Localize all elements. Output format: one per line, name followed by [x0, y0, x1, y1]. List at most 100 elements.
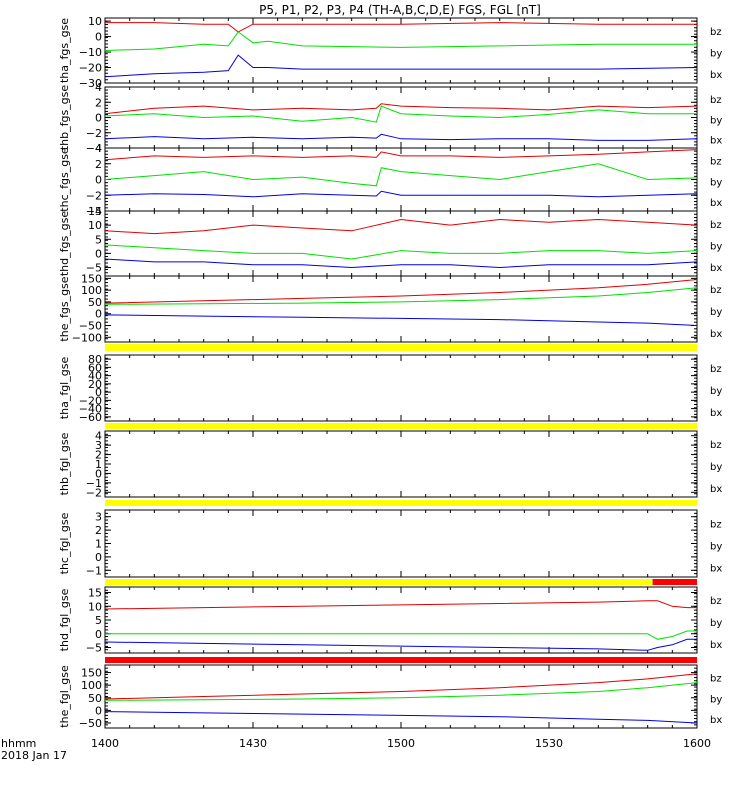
series-line-bz — [104, 279, 698, 304]
legend-bz: bz — [710, 27, 722, 38]
legend-bx: bx — [710, 198, 722, 209]
panel-thc_fgs_gse: 4 2 0 −2 −4 thc_fgs_gse bz by bx — [58, 142, 722, 218]
series-line-by — [104, 287, 698, 305]
y-tick-label: −10 — [79, 46, 102, 59]
legend-bz: bz — [710, 519, 722, 530]
y-axis-label: thb_fgs_gse — [58, 85, 71, 151]
panel-frame — [104, 509, 698, 578]
x-axis: hhmm 2018 Jan 17 1400 1430 1500 1530 1600 — [1, 737, 711, 762]
flag-bar-yellow — [105, 344, 697, 351]
y-tick-label: 0 — [95, 467, 102, 480]
panel-thb_fgs_gse: 4 2 0 −2 −4 thb_fgs_gse bz by bx — [58, 81, 722, 155]
y-tick-label: −20 — [79, 394, 102, 407]
legend-bx: bx — [710, 640, 722, 651]
y-tick-label: −30 — [79, 77, 102, 90]
y-tick-label: −40 — [79, 403, 102, 416]
y-tick-label: 2 — [95, 524, 102, 537]
x-tick-label: 1500 — [387, 737, 415, 750]
y-tick-label: 2 — [95, 158, 102, 171]
flag-bar-yellow — [105, 500, 697, 506]
y-axis-label: the_fgl_gse — [58, 665, 71, 728]
y-tick-label: −50 — [79, 320, 102, 333]
y-tick-label: 0 — [95, 174, 102, 187]
legend-bx: bx — [710, 70, 722, 81]
y-tick-label: −5 — [86, 262, 102, 275]
panel-frame — [104, 430, 698, 498]
y-axis-label: thd_fgs_gse — [58, 211, 71, 277]
series-line-bx — [104, 314, 698, 326]
panel-tha_fgs_gse: 10 0 −10 −20 −30 tha_fgs_gse bz by bx — [58, 15, 722, 90]
y-tick-label: 150 — [81, 667, 102, 680]
y-tick-label: 60 — [88, 361, 102, 374]
x-tick-label: 1430 — [239, 737, 267, 750]
y-tick-label: −2 — [86, 127, 102, 140]
series-line-bz — [104, 103, 698, 115]
y-tick-label: 4 — [95, 81, 102, 94]
y-tick-label: 20 — [88, 378, 102, 391]
y-tick-label: −2 — [86, 189, 102, 202]
y-tick-label: 80 — [88, 353, 102, 366]
y-tick-label: 4 — [95, 142, 102, 155]
series-line-bx — [104, 258, 698, 269]
y-axis-label: the_fgs_gse — [58, 276, 71, 341]
x-tick-label: 1530 — [535, 737, 563, 750]
y-tick-label: 0 — [95, 704, 102, 717]
legend-bz: bz — [710, 364, 722, 375]
x-tick-label: 1600 — [683, 737, 711, 750]
y-tick-label: 10 — [88, 600, 102, 613]
y-tick-label: −4 — [86, 205, 102, 218]
y-tick-label: −50 — [79, 717, 102, 730]
y-tick-label: −100 — [72, 331, 102, 344]
x-axis-date: 2018 Jan 17 — [1, 749, 67, 762]
series-line-by — [104, 244, 698, 260]
y-axis-label: thb_fgl_gse — [58, 432, 71, 495]
series-line-by — [104, 163, 698, 187]
legend-bx: bx — [710, 263, 722, 274]
series-line-bz — [104, 600, 697, 610]
flag-bar-group — [105, 344, 697, 663]
y-tick-label: −1 — [86, 477, 102, 490]
y-tick-label: 2 — [95, 96, 102, 109]
y-tick-label: 10 — [88, 219, 102, 232]
legend-bx: bx — [710, 408, 722, 419]
flag-bar-red — [105, 657, 697, 663]
y-tick-label: 0 — [95, 386, 102, 399]
y-tick-label: 0 — [95, 551, 102, 564]
y-axis-label: thd_fgl_gse — [58, 588, 71, 651]
series-line-bz — [104, 673, 698, 700]
legend-by: by — [710, 386, 722, 397]
y-tick-label: −4 — [86, 142, 102, 155]
legend-by: by — [710, 241, 722, 252]
panel-frame — [104, 210, 698, 277]
y-tick-label: 3 — [95, 511, 102, 524]
y-tick-label: 5 — [95, 614, 102, 627]
flag-bar-yellow — [105, 579, 653, 585]
y-tick-label: −2 — [86, 486, 102, 499]
series-line-by — [104, 105, 697, 123]
series-line-bx — [104, 190, 698, 198]
series-line-bx — [104, 711, 698, 724]
legend-by: by — [710, 694, 722, 705]
y-tick-label: 2 — [95, 449, 102, 462]
y-tick-label: −20 — [79, 62, 102, 75]
y-tick-label: 100 — [81, 284, 102, 297]
y-tick-label: 150 — [81, 272, 102, 285]
flag-bar-red — [652, 579, 697, 585]
y-axis-label: tha_fgl_gse — [58, 357, 71, 420]
y-tick-label: 0 — [95, 308, 102, 321]
y-tick-label: 0 — [95, 31, 102, 44]
x-tick-label: 1400 — [91, 737, 119, 750]
y-tick-label: 100 — [81, 679, 102, 692]
legend-by: by — [710, 48, 722, 59]
series-line-by — [104, 682, 698, 701]
panel-frame — [104, 354, 698, 422]
series-line-by — [104, 31, 697, 51]
y-axis-label: thc_fgs_gse — [58, 147, 71, 212]
x-axis-label: hhmm — [1, 737, 36, 750]
legend-by: by — [710, 542, 722, 553]
